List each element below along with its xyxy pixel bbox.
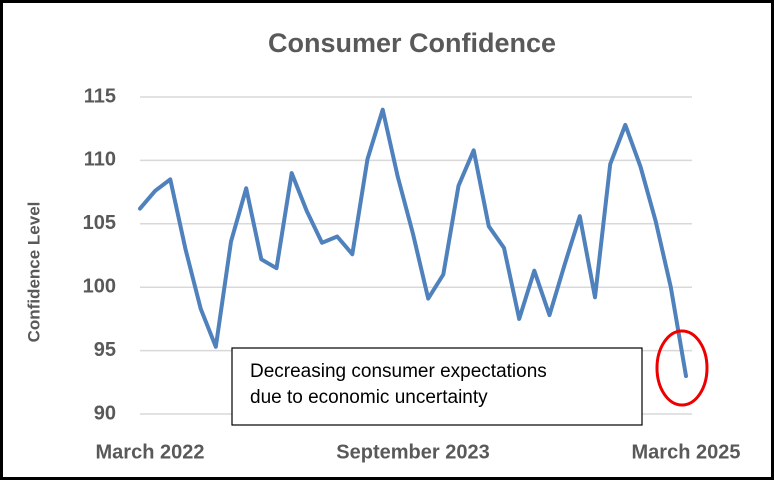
y-tick-label: 110	[84, 149, 116, 171]
y-tick-label: 95	[94, 339, 116, 361]
x-tick-label: March 2025	[632, 441, 741, 463]
chart-title: Consumer Confidence	[268, 28, 556, 58]
y-axis-label: Confidence Level	[24, 202, 43, 343]
x-tick-label: September 2023	[336, 441, 489, 463]
y-tick-label: 105	[83, 212, 116, 234]
annotation-text: Decreasing consumer expectations	[250, 361, 547, 382]
y-tick-label: 90	[94, 402, 116, 424]
y-tick-label: 100	[83, 275, 116, 297]
y-tick-label: 115	[84, 85, 116, 107]
highlight-circle	[655, 329, 709, 407]
annotation-text: due to economic uncertainty	[250, 387, 488, 408]
x-tick-label: March 2022	[96, 441, 205, 463]
data-line	[138, 107, 688, 378]
annotation-box	[231, 347, 643, 426]
